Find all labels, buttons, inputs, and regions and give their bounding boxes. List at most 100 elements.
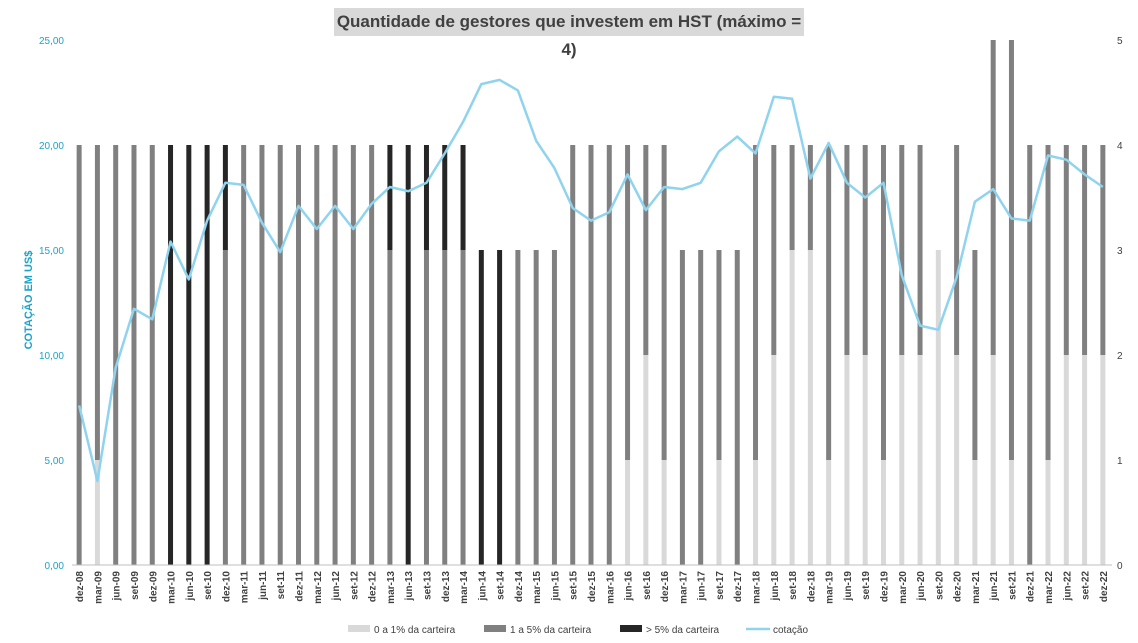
bar-segment-series-1	[899, 145, 905, 355]
legend-label: cotação	[773, 625, 808, 636]
bar-segment-series-1	[588, 145, 594, 565]
x-tick-label: set-17	[715, 571, 726, 600]
cotacao-line	[77, 78, 1104, 483]
bar-segment-series-0	[1082, 355, 1088, 565]
x-tick-label: dez-11	[295, 571, 306, 602]
x-tick-label: jun-17	[697, 571, 708, 602]
bar-segment-series-2	[497, 250, 503, 565]
legend-label: > 5% da carteira	[646, 625, 720, 636]
bar-segment-series-1	[990, 40, 996, 355]
bar-segment-series-1	[551, 250, 557, 565]
bar-segment-series-1	[826, 145, 832, 460]
bar-segment-series-1	[917, 145, 923, 355]
x-tick-label: jun-09	[112, 571, 123, 602]
x-tick-label: jun-14	[477, 571, 488, 602]
x-tick-label: mar-09	[93, 571, 104, 604]
bar-segment-series-1	[149, 145, 155, 565]
bar-segment-series-0	[625, 460, 631, 565]
x-tick-label: set-21	[1007, 571, 1018, 600]
bar-segment-series-1	[314, 145, 320, 565]
x-tick-label: jun-11	[258, 571, 269, 601]
bar-segment-series-0	[643, 355, 649, 565]
x-tick-label: jun-12	[331, 571, 342, 602]
x-tick-label: set-20	[934, 571, 945, 600]
bar-segment-series-1	[277, 145, 283, 565]
bar-segment-series-0	[862, 355, 868, 565]
bar-segment-series-0	[972, 460, 978, 565]
bar-segment-series-0	[826, 460, 832, 565]
bar-series-group	[76, 40, 1106, 565]
bar-segment-series-1	[423, 250, 429, 565]
x-tick-label: jun-20	[916, 571, 927, 602]
y-right-tick-label: 0	[1117, 561, 1123, 572]
x-axis-labels: dez-08 mar-09 jun-09 set-09 dez-09 mar-10 jun-…	[75, 571, 1110, 604]
x-tick-label: dez-12	[368, 571, 379, 603]
bar-segment-series-1	[387, 250, 393, 565]
bar-segment-series-0	[1100, 355, 1106, 565]
x-tick-label: dez-13	[441, 571, 452, 603]
x-tick-label: dez-08	[75, 571, 86, 603]
x-tick-label: dez-20	[953, 571, 964, 603]
bar-segment-series-0	[954, 355, 960, 565]
x-tick-label: jun-15	[550, 571, 561, 602]
bar-segment-series-2	[387, 145, 393, 250]
x-tick-label: dez-16	[660, 571, 671, 603]
y-left-tick-label: 15,00	[39, 246, 64, 257]
bar-segment-series-0	[789, 250, 795, 565]
x-tick-label: dez-14	[514, 571, 525, 603]
bar-segment-series-1	[844, 145, 850, 355]
y-right-tick-label: 3	[1117, 246, 1123, 257]
x-tick-label: mar-16	[605, 571, 616, 604]
bar-segment-series-1	[94, 145, 100, 460]
x-tick-label: dez-22	[1099, 571, 1110, 603]
x-tick-label: mar-21	[971, 571, 982, 604]
bar-segment-series-1	[131, 145, 137, 565]
bar-segment-series-1	[1082, 145, 1088, 355]
x-tick-label: dez-17	[733, 571, 744, 603]
bar-segment-series-2	[405, 145, 411, 565]
bar-segment-series-1	[241, 145, 247, 565]
x-tick-label: dez-18	[806, 571, 817, 603]
y-left-tick-label: 20,00	[39, 141, 64, 152]
x-tick-label: dez-10	[221, 571, 232, 603]
bar-segment-series-0	[917, 355, 923, 565]
bar-segment-series-1	[1045, 145, 1051, 460]
x-tick-label: set-12	[349, 571, 360, 600]
x-tick-label: mar-20	[898, 571, 909, 604]
bar-segment-series-1	[771, 145, 777, 355]
y-axis-left: 0,00 5,00 10,00 15,00 20,00 25,00	[39, 36, 64, 572]
legend: 0 a 1% da carteira 1 a 5% da carteira > 5%…	[348, 625, 808, 636]
y-left-tick-label: 10,00	[39, 351, 64, 362]
x-tick-label: set-13	[422, 571, 433, 600]
bar-segment-series-1	[698, 250, 704, 565]
bar-segment-series-0	[661, 460, 667, 565]
bar-segment-series-0	[880, 460, 886, 565]
bar-segment-series-0	[990, 355, 996, 565]
x-tick-label: mar-11	[240, 571, 251, 604]
bar-segment-series-2	[168, 145, 174, 565]
bar-segment-series-1	[533, 250, 539, 565]
x-tick-label: dez-15	[587, 571, 598, 603]
chart-title: Quantidade de gestores que investem em H…	[334, 8, 804, 59]
bar-segment-series-1	[369, 145, 375, 565]
x-tick-label: mar-22	[1044, 571, 1055, 604]
x-tick-label: set-15	[569, 571, 580, 600]
x-tick-label: set-22	[1081, 571, 1092, 600]
y-left-tick-label: 5,00	[45, 456, 65, 467]
bar-segment-series-1	[222, 250, 228, 565]
bar-segment-series-0	[844, 355, 850, 565]
legend-swatch-1	[484, 625, 506, 632]
bar-segment-series-2	[204, 145, 210, 565]
x-tick-label: jun-22	[1062, 571, 1073, 602]
x-tick-label: set-09	[130, 571, 141, 600]
x-tick-label: jun-19	[843, 571, 854, 602]
bar-segment-series-1	[679, 250, 685, 565]
bar-segment-series-1	[643, 145, 649, 355]
x-tick-label: dez-21	[1026, 571, 1037, 603]
bar-segment-series-1	[1063, 145, 1069, 355]
x-tick-label: jun-16	[624, 571, 635, 602]
x-tick-label: jun-21	[989, 571, 1000, 602]
y-right-tick-label: 4	[1117, 141, 1123, 152]
bar-segment-series-2	[460, 145, 466, 250]
